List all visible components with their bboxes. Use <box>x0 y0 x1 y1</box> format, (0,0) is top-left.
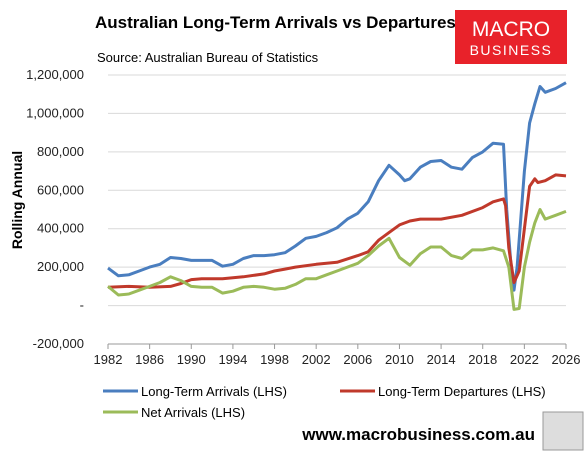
y-tick-label: - <box>80 298 84 313</box>
y-tick-label: 600,000 <box>37 182 84 197</box>
x-tick-label: 1982 <box>94 352 123 367</box>
x-tick-label: 2022 <box>510 352 539 367</box>
y-tick-label: -200,000 <box>33 336 84 351</box>
x-tick-label: 1998 <box>260 352 289 367</box>
footer: www.macrobusiness.com.au <box>301 425 535 444</box>
series-line <box>107 81 567 292</box>
x-tick-label: 2014 <box>427 352 456 367</box>
x-tick-label: 2018 <box>468 352 497 367</box>
y-tick-label: 800,000 <box>37 144 84 159</box>
logo-text: BUSINESS <box>470 42 553 58</box>
y-tick-label: 200,000 <box>37 259 84 274</box>
legend-label: Net Arrivals (LHS) <box>141 405 245 420</box>
chart-title: Australian Long-Term Arrivals vs Departu… <box>95 13 456 32</box>
legend-label: Long-Term Arrivals (LHS) <box>141 384 287 399</box>
legend-label: Long-Term Departures (LHS) <box>378 384 546 399</box>
y-tick-label: 1,200,000 <box>26 67 84 82</box>
x-tick-label: 1994 <box>218 352 247 367</box>
y-tick-label: 400,000 <box>37 221 84 236</box>
series-line <box>107 208 567 311</box>
logo-text: MACRO <box>472 18 550 41</box>
x-tick-label: 2026 <box>552 352 581 367</box>
x-tick-label: 2010 <box>385 352 414 367</box>
y-tick-label: 1,000,000 <box>26 105 84 120</box>
x-tick-label: 1990 <box>177 352 206 367</box>
logo-box <box>455 10 567 64</box>
logo-icon <box>542 411 584 451</box>
series-line <box>107 173 567 289</box>
x-tick-label: 2002 <box>302 352 331 367</box>
x-tick-label: 1986 <box>135 352 164 367</box>
y-axis-label: Rolling Annual <box>9 151 25 249</box>
x-tick-label: 2006 <box>343 352 372 367</box>
chart-subtitle: Source: Australian Bureau of Statistics <box>97 50 319 65</box>
